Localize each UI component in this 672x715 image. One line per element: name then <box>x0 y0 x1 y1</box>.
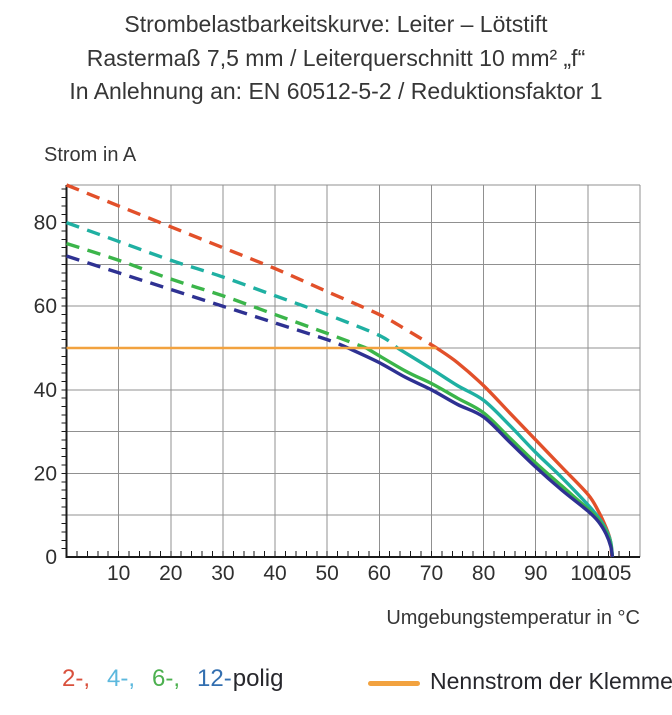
chart-title-line-1: Strombelastbarkeitskurve: Leiter – Lötst… <box>124 11 548 37</box>
chart-title-line-3: In Anlehnung an: EN 60512-5-2 / Reduktio… <box>69 78 603 104</box>
x-tick-label: 100 <box>570 562 605 585</box>
curve-12-polig-dashed <box>65 254 349 350</box>
y-tick-label: 20 <box>34 462 57 485</box>
x-tick-label: 50 <box>316 562 339 585</box>
curve-6-polig-dashed <box>65 241 367 350</box>
x-tick-label: 30 <box>211 562 234 585</box>
y-tick-label: 40 <box>34 379 57 402</box>
y-tick-label: 60 <box>34 295 57 318</box>
x-tick-label: 20 <box>159 562 182 585</box>
y-tick-label: 0 <box>45 546 57 569</box>
grid <box>66 184 641 557</box>
curves <box>65 183 615 558</box>
y-axis-label: Strom in A <box>44 144 137 166</box>
curve-6-polig-solid <box>365 346 615 558</box>
x-tick-label: 105 <box>596 562 631 585</box>
y-tick-labels: 0 20 40 60 80 <box>34 212 57 569</box>
curve-4-polig-solid <box>396 346 615 558</box>
axes <box>65 185 640 558</box>
curve-2-polig-dashed <box>65 183 438 350</box>
curve-4-polig-dashed <box>65 221 399 350</box>
x-tick-label: 70 <box>420 562 443 585</box>
x-tick-label: 90 <box>524 562 547 585</box>
curve-12-polig-solid <box>347 346 615 558</box>
x-tick-label: 40 <box>263 562 286 585</box>
minor-ticks <box>61 188 631 557</box>
y-tick-label: 80 <box>34 212 57 235</box>
x-tick-label: 10 <box>107 562 130 585</box>
x-tick-label: 80 <box>472 562 495 585</box>
chart-title-line-2: Rastermaß 7,5 mm / Leiterquerschnitt 10 … <box>86 44 586 71</box>
x-tick-label: 60 <box>368 562 391 585</box>
chart-title-block: Strombelastbarkeitskurve: Leiter – Lötst… <box>0 8 672 109</box>
x-axis-label: Umgebungstemperatur in °C <box>386 607 640 629</box>
